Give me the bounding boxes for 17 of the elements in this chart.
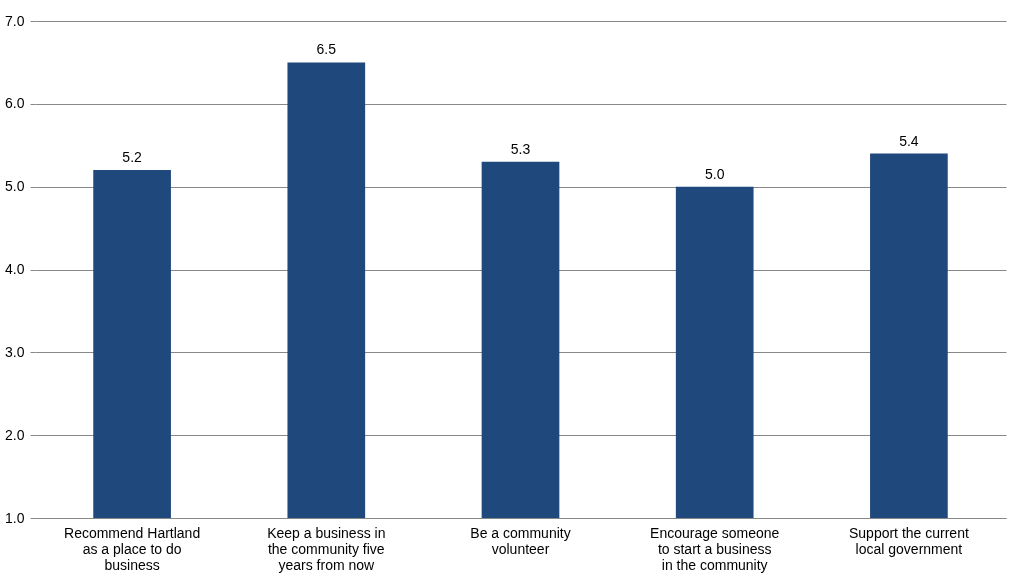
y-tick-label: 4.0 <box>5 261 25 277</box>
x-tick-label: Be a community volunteer <box>470 524 571 557</box>
y-tick-label: 2.0 <box>5 426 25 443</box>
data-label: 6.5 <box>316 41 337 58</box>
data-label: 5.2 <box>122 149 143 166</box>
data-label: 5.0 <box>704 165 725 182</box>
y-tick-label: 1.0 <box>5 509 25 526</box>
data-label: 5.3 <box>510 140 531 157</box>
y-tick-label: 6.0 <box>5 95 25 112</box>
x-tick-label: Keep a business in the community five years from now <box>267 524 386 573</box>
x-tick-label: Recommend Hartland as a place to do business <box>64 524 201 573</box>
y-tick-label: 3.0 <box>5 343 25 360</box>
x-tick-label: Support the current local government <box>848 524 969 557</box>
data-label: 5.4 <box>899 132 919 149</box>
x-tick-label: Encourage someone to start a business in the community <box>650 524 780 573</box>
y-tick-label: 5.0 <box>5 178 25 195</box>
y-tick-label: 7.0 <box>5 12 25 29</box>
